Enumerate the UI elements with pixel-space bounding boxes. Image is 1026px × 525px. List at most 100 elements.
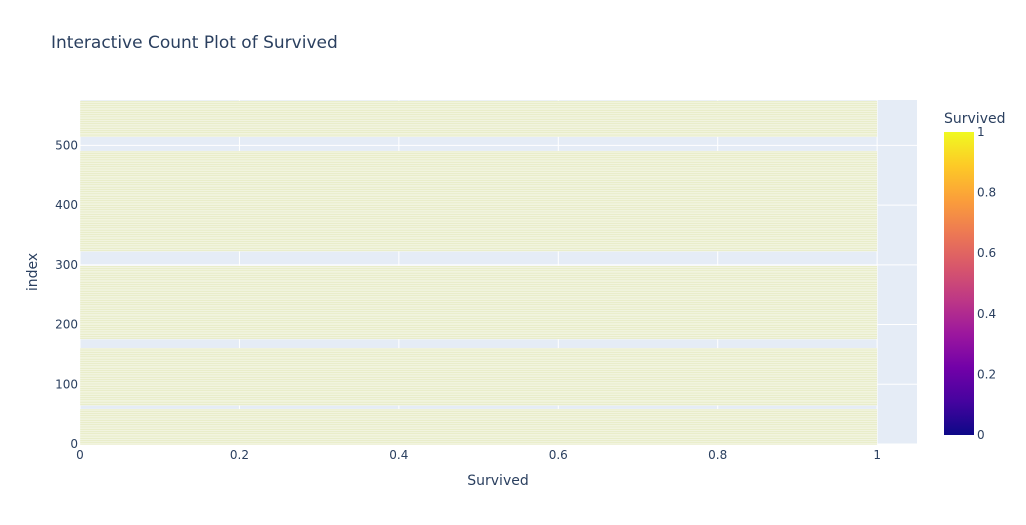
- bar[interactable]: [79, 226, 878, 229]
- bar[interactable]: [79, 120, 878, 123]
- bar[interactable]: [79, 204, 878, 207]
- bar[interactable]: [79, 281, 878, 284]
- bar[interactable]: [79, 287, 878, 290]
- bar[interactable]: [79, 421, 878, 424]
- bar[interactable]: [79, 269, 878, 272]
- bar[interactable]: [79, 416, 878, 419]
- bar[interactable]: [79, 116, 878, 119]
- bar[interactable]: [79, 177, 878, 180]
- bar[interactable]: [79, 224, 878, 227]
- bar[interactable]: [79, 272, 878, 275]
- bar[interactable]: [79, 242, 878, 245]
- bar[interactable]: [79, 125, 878, 128]
- bar[interactable]: [79, 360, 878, 363]
- bar[interactable]: [79, 154, 878, 157]
- bar[interactable]: [79, 351, 878, 354]
- bar[interactable]: [79, 265, 878, 268]
- bar[interactable]: [79, 310, 878, 313]
- bar[interactable]: [79, 358, 878, 361]
- bar[interactable]: [79, 319, 878, 322]
- bar[interactable]: [79, 355, 878, 358]
- bar[interactable]: [79, 308, 878, 311]
- bar[interactable]: [79, 292, 878, 295]
- bar[interactable]: [79, 122, 878, 125]
- bar[interactable]: [79, 236, 878, 240]
- bar[interactable]: [79, 193, 878, 197]
- bar[interactable]: [79, 430, 878, 433]
- bar[interactable]: [79, 278, 878, 281]
- bar[interactable]: [79, 441, 878, 444]
- bar[interactable]: [79, 399, 878, 403]
- bar[interactable]: [79, 244, 878, 247]
- bar[interactable]: [79, 227, 878, 231]
- bar[interactable]: [79, 102, 878, 105]
- bar[interactable]: [79, 115, 878, 118]
- bar[interactable]: [79, 313, 878, 317]
- bar[interactable]: [79, 192, 878, 195]
- bar[interactable]: [79, 113, 878, 116]
- bar[interactable]: [79, 322, 878, 326]
- bar[interactable]: [79, 190, 878, 193]
- bar[interactable]: [79, 208, 878, 211]
- bar[interactable]: [79, 403, 878, 406]
- bar[interactable]: [79, 423, 878, 426]
- bar[interactable]: [79, 124, 878, 127]
- bar[interactable]: [79, 161, 878, 164]
- bar[interactable]: [79, 167, 878, 170]
- bar[interactable]: [79, 129, 878, 132]
- bar[interactable]: [79, 294, 878, 297]
- bar[interactable]: [79, 109, 878, 112]
- bar[interactable]: [79, 213, 878, 216]
- bar[interactable]: [79, 156, 878, 159]
- bar[interactable]: [79, 353, 878, 356]
- bar[interactable]: [79, 104, 878, 107]
- bar[interactable]: [79, 247, 878, 250]
- bar[interactable]: [79, 394, 878, 397]
- bar[interactable]: [79, 118, 878, 121]
- bar[interactable]: [79, 168, 878, 171]
- bar[interactable]: [79, 127, 878, 130]
- bar[interactable]: [79, 186, 878, 189]
- bar[interactable]: [79, 312, 878, 315]
- bar[interactable]: [79, 195, 878, 198]
- bar[interactable]: [79, 392, 878, 395]
- bar[interactable]: [79, 181, 878, 184]
- bar[interactable]: [79, 437, 878, 440]
- bar[interactable]: [79, 315, 878, 318]
- bar[interactable]: [79, 385, 878, 388]
- bar[interactable]: [79, 106, 878, 109]
- bar[interactable]: [79, 347, 878, 351]
- bar[interactable]: [79, 231, 878, 234]
- bar[interactable]: [79, 432, 878, 435]
- bar[interactable]: [79, 426, 878, 429]
- bar[interactable]: [79, 376, 878, 379]
- bar[interactable]: [79, 235, 878, 238]
- bar[interactable]: [79, 172, 878, 175]
- bar[interactable]: [79, 111, 878, 114]
- bar[interactable]: [79, 175, 878, 179]
- bar[interactable]: [79, 210, 878, 213]
- bar[interactable]: [79, 364, 878, 367]
- bar[interactable]: [79, 215, 878, 218]
- bar[interactable]: [79, 249, 878, 252]
- bar[interactable]: [79, 382, 878, 385]
- bar[interactable]: [79, 217, 878, 220]
- bar[interactable]: [79, 428, 878, 431]
- bar[interactable]: [79, 188, 878, 191]
- bar[interactable]: [79, 199, 878, 202]
- bar[interactable]: [79, 174, 878, 177]
- bar[interactable]: [79, 179, 878, 182]
- bar[interactable]: [79, 184, 878, 188]
- bar[interactable]: [79, 159, 878, 162]
- bar[interactable]: [79, 150, 878, 154]
- bar[interactable]: [79, 301, 878, 304]
- bar[interactable]: [79, 306, 878, 309]
- bar[interactable]: [79, 439, 878, 442]
- bar[interactable]: [79, 270, 878, 274]
- bar[interactable]: [79, 367, 878, 370]
- bar[interactable]: [79, 337, 878, 340]
- bar[interactable]: [79, 362, 878, 365]
- bar[interactable]: [79, 152, 878, 155]
- bar[interactable]: [79, 324, 878, 327]
